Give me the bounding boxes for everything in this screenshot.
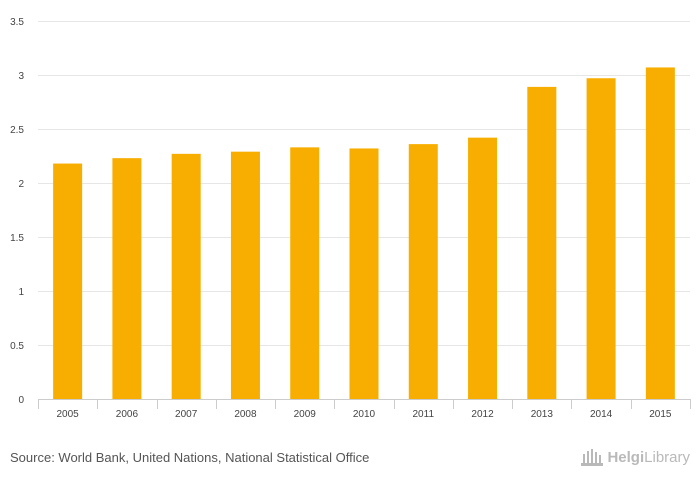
helgilibrary-logo[interactable]: Helgi Library — [581, 448, 690, 466]
bar — [290, 147, 320, 399]
y-axis-labels: 0 0.5 1 1.5 2 2.5 3 3.5 — [10, 17, 24, 406]
y-tick-label: 0 — [18, 395, 24, 406]
y-tick-label: 3 — [18, 71, 24, 82]
bar — [53, 163, 83, 399]
y-tick-label: 3.5 — [10, 17, 24, 28]
bar — [230, 151, 260, 399]
y-tick-label: 0.5 — [10, 341, 24, 352]
x-tick-label: 2010 — [353, 409, 376, 420]
x-tick-label: 2007 — [175, 409, 198, 420]
y-tick-label: 1 — [18, 287, 24, 298]
brand-name-library: Library — [644, 448, 690, 466]
bar-chart: 0 0.5 1 1.5 2 2.5 3 3.5 2005 2006 2007 2008 2009 201… — [10, 17, 691, 420]
bar — [112, 158, 142, 399]
bar — [349, 148, 379, 399]
bar — [527, 86, 557, 399]
source-note: Source: World Bank, United Nations, Nati… — [10, 450, 370, 465]
y-tick-label: 1.5 — [10, 233, 24, 244]
bar — [645, 67, 675, 399]
x-axis-labels: 2005 2006 2007 2008 2009 2010 2011 2012 2013 2014… — [57, 409, 672, 420]
library-building-icon — [581, 449, 604, 466]
y-tick-label: 2.5 — [10, 125, 24, 136]
bar — [468, 137, 498, 399]
x-tick-label: 2005 — [57, 409, 80, 420]
x-tick-label: 2009 — [294, 409, 317, 420]
x-tick-label: 2012 — [471, 409, 494, 420]
x-axis — [38, 399, 691, 409]
x-tick-label: 2006 — [116, 409, 139, 420]
bar — [586, 78, 616, 400]
bar — [171, 153, 201, 399]
bar — [408, 144, 438, 399]
bars — [53, 67, 675, 400]
brand-name-helgi: Helgi — [607, 448, 645, 466]
x-tick-label: 2014 — [590, 409, 613, 420]
y-tick-label: 2 — [18, 179, 24, 190]
x-tick-label: 2008 — [234, 409, 257, 420]
x-tick-label: 2015 — [649, 409, 672, 420]
x-tick-label: 2011 — [413, 409, 435, 420]
x-tick-label: 2013 — [531, 409, 554, 420]
